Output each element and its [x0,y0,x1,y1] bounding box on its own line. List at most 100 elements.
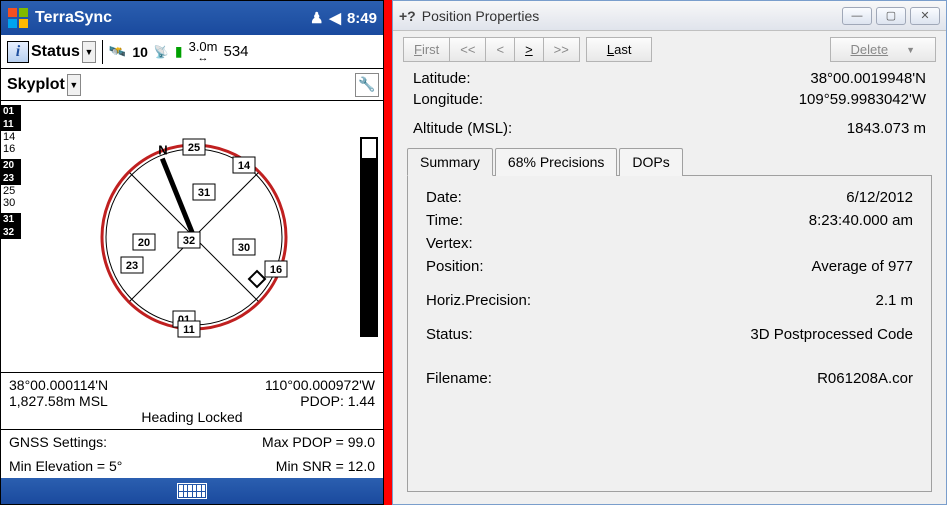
altitude-value: 1843.073 m [847,120,926,137]
latitude-value: 38°00.0019948'N [810,70,926,87]
volume-icon[interactable]: ◀ [329,9,341,27]
next-button[interactable]: > [515,38,544,61]
longitude-value: 109°59.9983042'W [799,91,926,108]
sat-bar-label: 30 [1,197,33,209]
tab-summary: Date: 6/12/2012 Time: 8:23:40.000 am Verte… [407,175,932,492]
record-count: 534 [224,43,249,60]
battery-icon: ▮ [175,43,183,60]
longitude-value: 110°00.000972'W [265,377,375,393]
sat-bar: 01 [1,105,21,118]
skyplot-label: Skyplot [7,76,65,94]
sat-bar: 11 [1,118,21,131]
tab-host: Summary68% PrecisionsDOPs Date: 6/12/2012… [407,147,932,494]
terrasync-window: TerraSync ♟ ◀ 8:49 i Status ▼ 🛰️ 10 📡 ▮ … [0,0,384,505]
position-fields: Latitude: 38°00.0019948'N Longitude: 109°5… [393,62,946,141]
window-title: Position Properties [422,8,842,24]
heading-status: Heading Locked [9,409,375,425]
latitude-label: Latitude: [413,70,471,87]
satellite-icon: 🛰️ [109,43,126,60]
svg-text:25: 25 [188,142,200,154]
date-value: 6/12/2012 [846,189,913,206]
distance-value: 3.0m [189,40,218,53]
sat-bar-label: 16 [1,143,33,155]
gnss-settings-label: GNSS Settings: [9,434,107,450]
close-button[interactable]: ✕ [910,7,940,25]
skyplot-menu-button[interactable]: Skyplot ▼ [3,72,85,98]
longitude-label: Longitude: [413,91,483,108]
skyplot-toolbar: Skyplot ▼ 🔧 [1,69,383,101]
keyboard-icon[interactable] [177,483,207,499]
tab-summary[interactable]: Summary [407,148,493,176]
clock: 8:49 [347,10,377,27]
last-button[interactable]: Last [586,37,653,62]
prev-button[interactable]: < [486,38,515,61]
date-label: Date: [426,189,462,206]
svg-text:14: 14 [238,160,251,172]
time-value: 8:23:40.000 am [809,212,913,229]
position-value: Average of 977 [812,258,913,275]
separator [384,0,392,505]
status-menu-button[interactable]: i Status ▼ [3,39,100,65]
coordinates-block: 38°00.000114'N 110°00.000972'W 1,827.58m… [1,372,383,429]
window-titlebar: +? Position Properties — ▢ ✕ [393,1,946,31]
wrench-icon: 🔧 [358,76,375,93]
pda-taskbar: TerraSync ♟ ◀ 8:49 [1,1,383,35]
tab-68-precisions[interactable]: 68% Precisions [495,148,618,176]
compass-plot: N25143130160111232032 [33,101,355,372]
svg-text:30: 30 [238,242,250,254]
sat-bar-label: 14 [1,131,33,143]
hprec-label: Horiz.Precision: [426,292,531,309]
distance-arrows-icon: ↔ [198,53,209,64]
gnss-settings-row: GNSS Settings: Max PDOP = 99.0 [1,429,383,454]
tab-strip: Summary68% PrecisionsDOPs [407,148,932,176]
signal-strength-bar [355,101,383,372]
help-icon: +? [399,8,416,24]
position-properties-window: +? Position Properties — ▢ ✕ First << < … [392,0,947,505]
status-value: 3D Postprocessed Code [750,326,913,343]
svg-text:20: 20 [138,237,150,249]
next-page-button[interactable]: >> [544,38,579,61]
chevron-down-icon: ▼ [67,74,81,96]
sat-count: 10 [132,44,148,60]
max-pdop-value: Max PDOP = 99.0 [262,434,375,450]
tab-dops[interactable]: DOPs [619,148,682,176]
settings-button[interactable]: 🔧 [355,73,379,97]
delete-button[interactable]: Delete▼ [830,37,937,62]
status-label: Status: [426,326,473,343]
time-label: Time: [426,212,463,229]
hprec-value: 2.1 m [875,292,913,309]
sat-bar: 23 [1,172,21,185]
svg-text:31: 31 [198,187,210,199]
maximize-button[interactable]: ▢ [876,7,906,25]
first-button[interactable]: First [404,38,450,61]
altitude-label: Altitude (MSL): [413,120,512,137]
svg-text:23: 23 [126,260,138,272]
signal-icon: ♟ [310,9,323,27]
status-metrics: 🛰️ 10 📡 ▮ 3.0m ↔ 534 [102,40,383,64]
sat-bar: 31 [1,213,21,226]
min-snr-value: Min SNR = 12.0 [276,458,375,474]
status-label: Status [31,43,80,61]
latitude-value: 38°00.000114'N [9,377,108,393]
pda-bottombar [1,478,383,504]
info-icon: i [7,41,29,63]
status-toolbar: i Status ▼ 🛰️ 10 📡 ▮ 3.0m ↔ 534 [1,35,383,69]
filename-label: Filename: [426,370,492,387]
gnss-settings-row2: Min Elevation = 5° Min SNR = 12.0 [1,454,383,478]
record-nav: First << < > >> Last Delete▼ [393,31,946,62]
min-elevation-value: Min Elevation = 5° [9,458,122,474]
sat-signal-bars: 01111416 20232530 3132 [1,101,33,372]
skyplot-area: 01111416202325303132 N251431301601112320… [1,101,383,372]
antenna-icon: 📡 [154,45,169,59]
minimize-button[interactable]: — [842,7,872,25]
sat-bar: 32 [1,226,21,239]
sat-bar: 20 [1,159,21,172]
prev-page-button[interactable]: << [450,38,486,61]
svg-text:32: 32 [183,235,195,247]
windows-flag-icon[interactable] [7,7,29,29]
app-title: TerraSync [35,9,310,27]
sat-bar-label: 25 [1,185,33,197]
vertex-label: Vertex: [426,235,473,252]
filename-value: R061208A.cor [817,370,913,387]
svg-text:16: 16 [270,264,282,276]
